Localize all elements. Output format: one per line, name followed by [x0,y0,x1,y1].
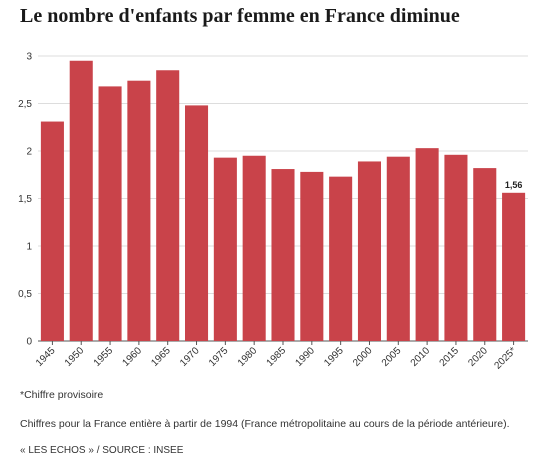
y-tick-label: 2,5 [18,99,32,110]
y-tick-label: 0 [26,337,32,348]
data-labels: 1,56 [505,180,523,190]
x-tick-label: 1985 [265,345,289,369]
bar [185,105,209,342]
data-label: 1,56 [505,180,523,190]
x-tick-label: 2020 [466,345,490,369]
x-tick-label: 1960 [120,345,144,369]
x-tick-label: 1990 [293,345,317,369]
scope-note: Chiffres pour la France entière à partir… [20,418,510,430]
x-tick-label: 1945 [34,345,58,369]
x-tick-label: 2005 [380,345,404,369]
bar [386,156,410,341]
bar-chart: 00,511,522,53 1,56 1945 1950 1955 1960 1965 1… [18,52,528,372]
bar [242,155,266,341]
bar [213,157,237,341]
bar [69,60,93,341]
y-tick-label: 3 [26,52,32,63]
bar [300,171,324,341]
source-note: « LES ECHOS » / SOURCE : INSEE [20,445,184,456]
x-tick-label: 1980 [236,345,260,369]
chart-title: Le nombre d'enfants par femme en France … [20,5,460,27]
x-tick-label: 1995 [322,345,346,369]
bar [473,168,497,341]
bar [415,148,439,341]
bar [502,192,526,341]
x-tick-label: 1950 [63,345,87,369]
bar [40,121,64,341]
bar [329,176,353,341]
bar [156,70,180,341]
x-axis-ticks: 1945 1950 1955 1960 1965 1970 1975 1980 1985 1990… [34,341,519,372]
provisional-note: *Chiffre provisoire [20,389,104,401]
y-tick-label: 1 [26,242,32,253]
x-tick-label: 2000 [351,345,375,369]
x-tick-label: 2010 [409,345,433,369]
bar [271,169,295,341]
bar [357,161,381,341]
y-tick-label: 1,5 [18,194,32,205]
y-tick-label: 0,5 [18,289,32,300]
bars [40,60,526,342]
x-tick-label: 1975 [207,345,231,369]
y-axis-ticks: 0 0,5 1 1,5 2 2,5 3 [18,52,32,348]
x-tick-label: 2025* [492,345,518,371]
y-tick-label: 2 [26,147,32,158]
x-tick-label: 1965 [149,345,173,369]
x-tick-label: 1955 [92,345,116,369]
x-tick-label: 2015 [438,345,462,369]
bar [98,86,122,342]
bar [444,154,468,341]
bar [127,80,151,341]
x-tick-label: 1970 [178,345,202,369]
